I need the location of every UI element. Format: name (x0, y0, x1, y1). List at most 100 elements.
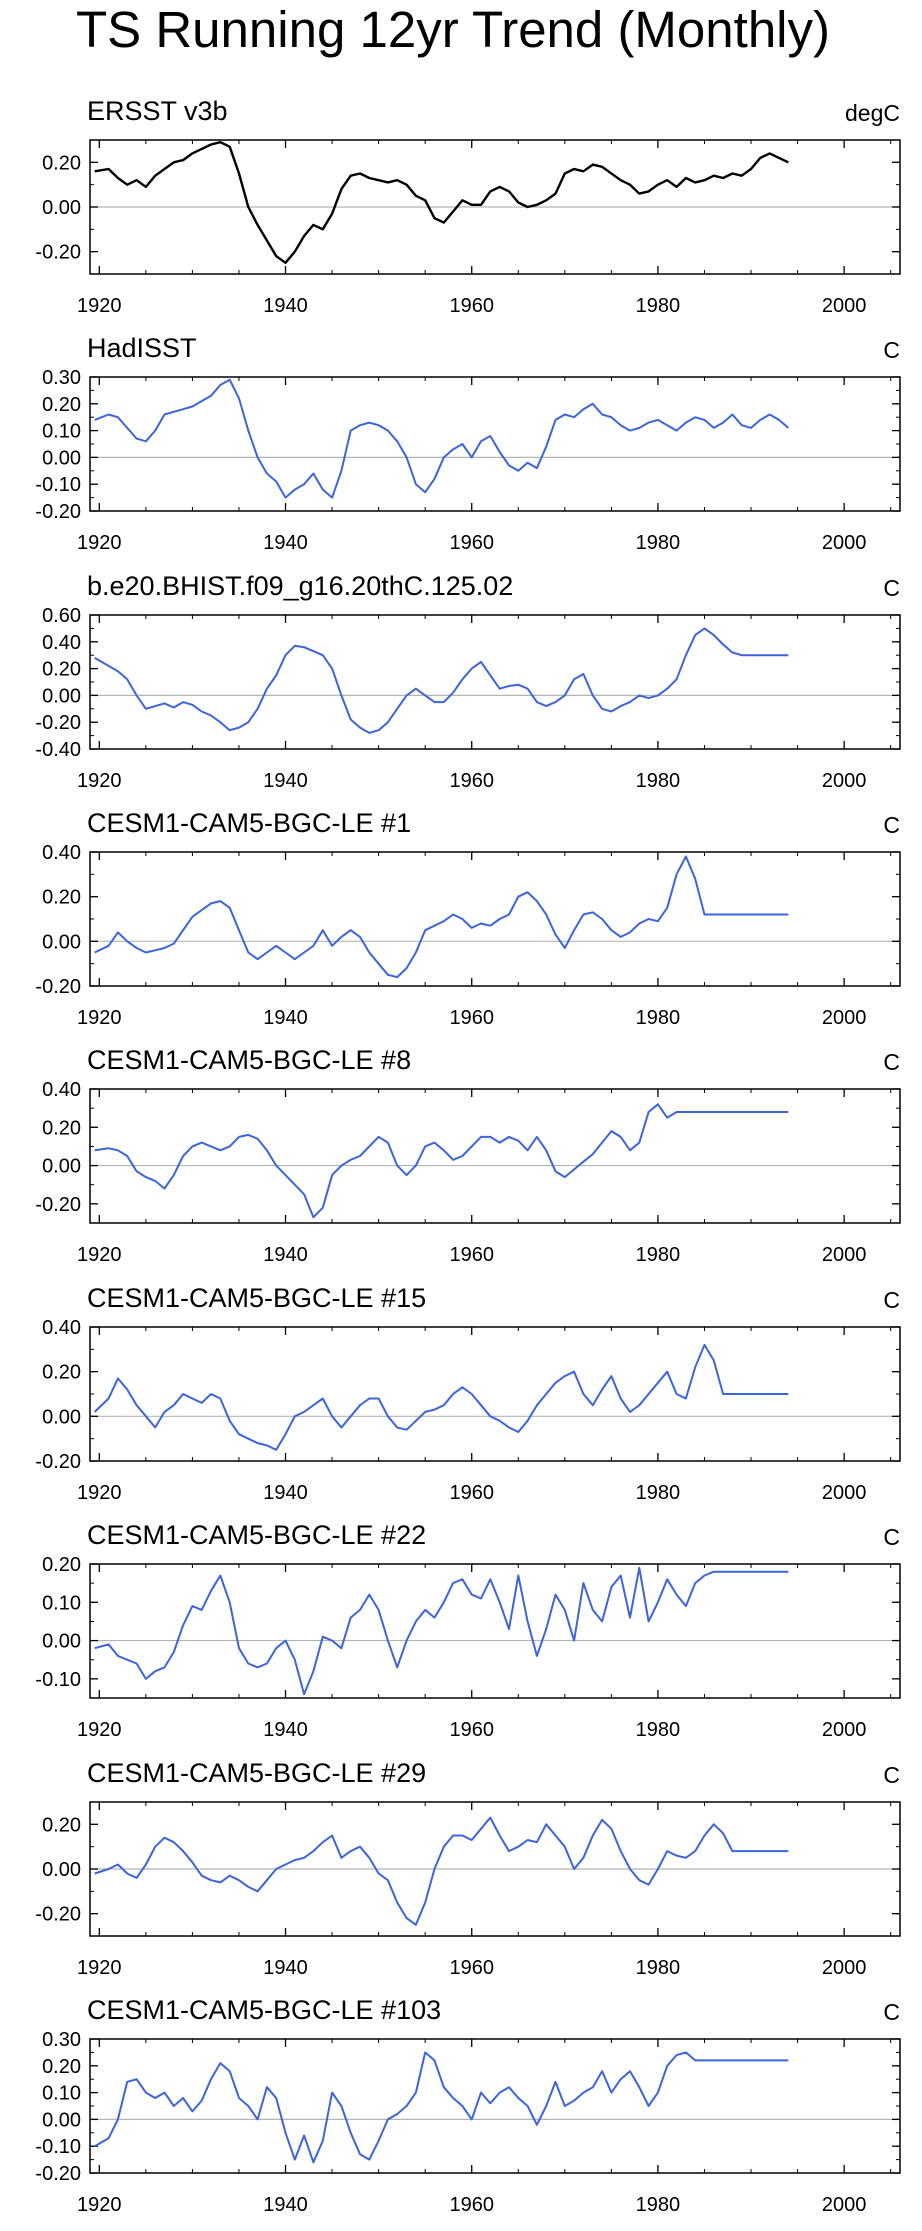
panel-title: HadISST (87, 333, 197, 363)
x-tick-label: 2000 (822, 1482, 867, 1504)
plot-frame (89, 1088, 901, 1224)
y-tick-label: 0.00 (42, 1406, 81, 1428)
x-tick-label: 1940 (263, 1482, 308, 1504)
plot-svg: 1920 1940 1960 1980 2000 0.40 0.20 0.00 -0.20 (35, 1079, 901, 1266)
units-label: C (883, 1049, 900, 1075)
y-tick-label: 0.10 (42, 421, 81, 443)
x-tick-label: 1960 (449, 1957, 494, 1979)
plot-frame (89, 851, 901, 987)
plot-svg: 1920 1940 1960 1980 2000 0.20 0.00 -0.20 (35, 139, 901, 317)
x-tick-label: 1940 (263, 1719, 308, 1741)
x-tick-label: 1960 (449, 770, 494, 792)
y-tick-label: 0.00 (42, 685, 81, 707)
y-tick-label: -0.10 (35, 474, 81, 496)
series-line (94, 1816, 789, 1926)
y-tick-label: 0.60 (42, 605, 81, 627)
plot-frame (89, 1801, 901, 1937)
x-tick-label: 2000 (822, 295, 867, 317)
y-tick-label: 0.20 (42, 1554, 81, 1576)
x-tick-label: 1960 (449, 2194, 494, 2216)
plot-frame (89, 1563, 901, 1699)
chart-panel: CESM1-CAM5-BGC-LE #22 C 1920 1940 1960 1980 20… (0, 1520, 922, 1756)
y-tick-label: -0.20 (35, 1194, 81, 1216)
panel-title: ERSST v3b (87, 96, 228, 126)
y-tick-label: 0.00 (42, 197, 81, 219)
plot-svg: 1920 1940 1960 1980 2000 0.40 0.20 0.00 -0.20 (35, 842, 901, 1029)
x-tick-label: 1920 (77, 532, 122, 554)
series-line (94, 1103, 789, 1219)
x-tick-label: 1920 (77, 2194, 122, 2216)
x-tick-label: 1920 (77, 295, 122, 317)
units-label: C (883, 812, 900, 838)
units-label: C (883, 1762, 900, 1788)
y-tick-label: 0.00 (42, 2109, 81, 2131)
y-tick-label: 0.40 (42, 842, 81, 864)
y-tick-label: 0.00 (42, 1631, 81, 1653)
y-tick-label: -0.20 (35, 976, 81, 998)
x-tick-label: 1960 (449, 1007, 494, 1029)
y-tick-label: 0.20 (42, 2056, 81, 2078)
y-tick-label: 0.10 (42, 1592, 81, 1614)
plot-svg: 1920 1940 1960 1980 2000 0.60 0.40 0.20 0.00 -0.2… (35, 605, 901, 792)
x-tick-label: 2000 (822, 770, 867, 792)
y-tick-label: -0.20 (35, 2163, 81, 2185)
y-tick-label: 0.20 (42, 394, 81, 416)
x-tick-label: 1940 (263, 1244, 308, 1266)
chart-panel: CESM1-CAM5-BGC-LE #1 C 1920 1940 1960 1980 200… (0, 808, 922, 1044)
y-tick-label: -0.20 (35, 242, 81, 264)
panel-title: CESM1-CAM5-BGC-LE #1 (87, 808, 412, 838)
x-tick-label: 1960 (449, 532, 494, 554)
x-tick-label: 1980 (636, 1957, 681, 1979)
chart-panel: CESM1-CAM5-BGC-LE #29 C 1920 1940 1960 1980 20… (0, 1758, 922, 1994)
y-tick-label: -0.20 (35, 1451, 81, 1473)
x-tick-label: 1940 (263, 1957, 308, 1979)
chart-panel: CESM1-CAM5-BGC-LE #103 C 1920 1940 1960 1980 2… (0, 1995, 922, 2231)
plot-frame (89, 376, 901, 512)
x-tick-label: 2000 (822, 1957, 867, 1979)
x-tick-label: 1920 (77, 770, 122, 792)
plot-svg: 1920 1940 1960 1980 2000 0.40 0.20 0.00 -0.20 (35, 1317, 901, 1504)
chart-panel: b.e20.BHIST.f09_g16.20thC.125.02 C 1920 194… (0, 571, 922, 807)
panel-title: CESM1-CAM5-BGC-LE #15 (87, 1283, 427, 1313)
y-tick-label: -0.20 (35, 501, 81, 523)
x-tick-label: 1940 (263, 770, 308, 792)
y-tick-label: 0.20 (42, 1117, 81, 1139)
y-tick-label: 0.40 (42, 1317, 81, 1339)
x-tick-label: 1960 (449, 1482, 494, 1504)
chart-panel: HadISST C 1920 1940 1960 1980 2000 0.30 0.20 0.10… (0, 333, 922, 569)
series-line (94, 627, 789, 734)
series-line (94, 855, 789, 979)
x-tick-label: 1960 (449, 1719, 494, 1741)
units-label: C (883, 337, 900, 363)
y-tick-label: 0.20 (42, 659, 81, 681)
y-tick-label: 0.20 (42, 1362, 81, 1384)
y-tick-label: -0.20 (35, 712, 81, 734)
y-tick-label: 0.20 (42, 887, 81, 909)
x-tick-label: 1980 (636, 2194, 681, 2216)
series-line (94, 1566, 789, 1696)
plot-svg: 1920 1940 1960 1980 2000 0.20 0.00 -0.20 (35, 1801, 901, 1979)
panel-title: CESM1-CAM5-BGC-LE #103 (87, 1995, 442, 2025)
panel-title: CESM1-CAM5-BGC-LE #29 (87, 1758, 427, 1788)
units-label: C (883, 1524, 900, 1550)
series-line (94, 2051, 789, 2164)
x-tick-label: 1940 (263, 2194, 308, 2216)
x-tick-label: 1980 (636, 1719, 681, 1741)
plot-svg: 1920 1940 1960 1980 2000 0.20 0.10 0.00 -0.10 (35, 1554, 901, 1741)
y-tick-label: -0.20 (35, 1904, 81, 1926)
y-tick-label: 0.40 (42, 1079, 81, 1101)
series-line (94, 141, 789, 265)
panel-title: b.e20.BHIST.f09_g16.20thC.125.02 (87, 571, 514, 601)
plot-frame (89, 139, 901, 275)
x-tick-label: 1980 (636, 1007, 681, 1029)
y-tick-label: 0.00 (42, 931, 81, 953)
figure-title: TS Running 12yr Trend (Monthly) (76, 1, 830, 58)
y-tick-label: -0.40 (35, 739, 81, 761)
y-tick-label: 0.30 (42, 2029, 81, 2051)
x-tick-label: 1980 (636, 1244, 681, 1266)
x-tick-label: 1980 (636, 295, 681, 317)
y-tick-label: 0.20 (42, 1814, 81, 1836)
x-tick-label: 1940 (263, 295, 308, 317)
units-label: C (883, 1999, 900, 2025)
y-tick-label: 0.00 (42, 1156, 81, 1178)
